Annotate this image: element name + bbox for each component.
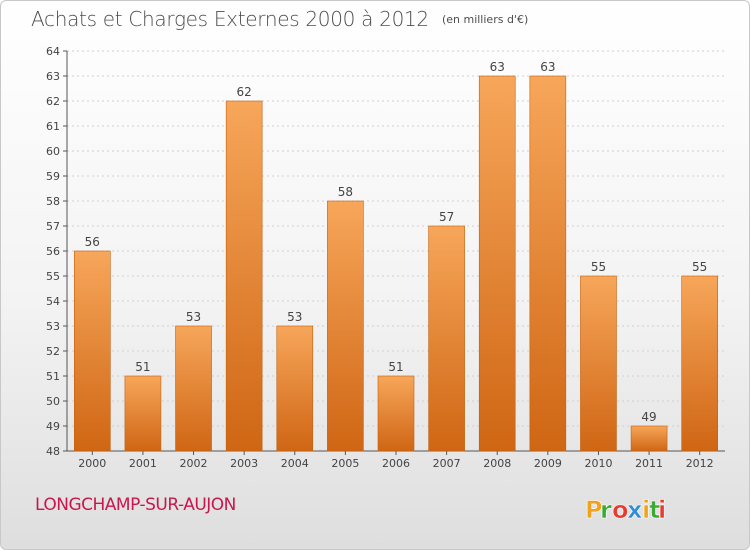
y-tick-label: 57	[46, 220, 60, 233]
data-label: 53	[186, 310, 201, 324]
y-tick-label: 58	[46, 195, 60, 208]
y-tick-label: 61	[46, 120, 60, 133]
y-tick-label: 62	[46, 95, 60, 108]
data-label: 62	[237, 85, 252, 99]
x-tick-label: 2002	[180, 457, 208, 470]
x-tick-label: 2012	[686, 457, 714, 470]
logo-letter: t	[649, 496, 660, 524]
bar-2002	[175, 325, 212, 452]
y-tick-label: 49	[46, 420, 60, 433]
x-tick-label: 2004	[281, 457, 309, 470]
data-label: 49	[641, 410, 656, 424]
logo-letter: i	[658, 496, 666, 524]
logo-letter: x	[627, 496, 643, 524]
x-tick-label: 2010	[584, 457, 612, 470]
y-tick-label: 55	[46, 270, 60, 283]
bar-2005	[327, 200, 364, 452]
data-label: 56	[85, 235, 100, 249]
x-tick-label: 2001	[129, 457, 157, 470]
chart-unit: (en milliers d'€)	[441, 13, 529, 26]
x-tick-label: 2003	[230, 457, 258, 470]
proxiti-logo: Pr ox iti	[585, 496, 667, 525]
y-tick-label: 51	[46, 370, 60, 383]
y-tick-label: 64	[46, 45, 60, 58]
data-labels: 56 51 53 62 53 58 51 57 63 63 55 49 55	[85, 60, 708, 424]
data-label: 53	[287, 310, 302, 324]
commune-name: LONGCHAMP-SUR-AUJON	[35, 495, 236, 515]
data-label: 51	[135, 360, 150, 374]
logo-letter: o	[612, 496, 629, 524]
data-label: 55	[692, 260, 707, 274]
bar-2012	[681, 275, 718, 452]
x-tick-label: 2005	[331, 457, 359, 470]
logo-letter: i	[642, 496, 650, 524]
bar-2009	[529, 75, 567, 452]
y-tick-label: 53	[46, 320, 60, 333]
bar-2007	[428, 225, 465, 452]
logo-letter: P	[585, 496, 603, 524]
bar-2008	[478, 75, 516, 452]
y-tick-label: 56	[46, 245, 60, 258]
y-tick-label: 60	[46, 145, 60, 158]
y-tick-label: 48	[46, 445, 60, 458]
data-label: 51	[388, 360, 403, 374]
bar-2010	[580, 275, 617, 452]
data-label: 55	[591, 260, 606, 274]
logo-letter: r	[600, 496, 612, 524]
data-label: 57	[439, 210, 454, 224]
bar-2011	[630, 425, 668, 452]
x-tick-label: 2009	[534, 457, 562, 470]
y-tick-label: 52	[46, 345, 60, 358]
bar-2001	[124, 375, 162, 452]
data-label: 63	[540, 60, 555, 74]
bar-2003	[225, 100, 263, 452]
bar-2000	[74, 250, 111, 452]
chart-title: Achats et Charges Externes 2000 à 2012	[31, 7, 429, 31]
y-tick-label: 54	[46, 295, 60, 308]
bar-2006	[377, 375, 415, 452]
y-tick-label: 63	[46, 70, 60, 83]
x-tick-label: 2007	[433, 457, 461, 470]
x-tick-label: 2006	[382, 457, 410, 470]
x-tick-label: 2000	[78, 457, 106, 470]
bars	[74, 75, 718, 452]
axes: 48 49 50 51 52 53 54 55 56 57 58 59 60 61 62 63 64 2000 20…	[46, 45, 725, 470]
bar-2004	[276, 325, 314, 452]
data-label: 58	[338, 185, 353, 199]
data-label: 63	[490, 60, 505, 74]
chart-title-row: Achats et Charges Externes 2000 à 2012 (…	[31, 7, 528, 31]
y-tick-label: 50	[46, 395, 60, 408]
y-tick-label: 59	[46, 170, 60, 183]
x-tick-label: 2011	[635, 457, 663, 470]
x-tick-label: 2008	[483, 457, 511, 470]
